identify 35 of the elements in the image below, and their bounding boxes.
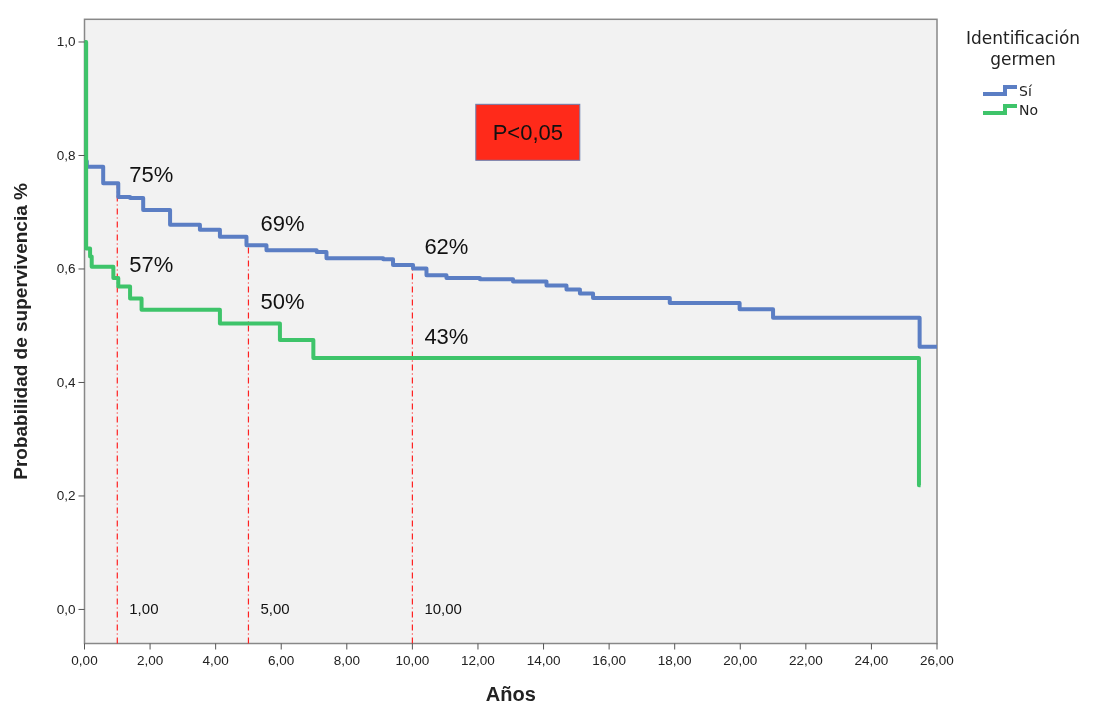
annotation: P<0,05 — [492, 119, 563, 145]
x-axis-title: Años — [485, 683, 536, 705]
x-tick-label: 18,00 — [657, 652, 692, 668]
annotation: 43% — [424, 323, 469, 349]
annotation: 69% — [260, 210, 305, 236]
legend-label: Sí — [1019, 83, 1033, 99]
y-tick-label: 0,0 — [56, 601, 76, 617]
x-tick-label: 4,00 — [202, 652, 229, 668]
x-tick-label: 12,00 — [461, 652, 495, 668]
annotation: 50% — [260, 288, 305, 314]
annotation: 62% — [424, 233, 469, 259]
x-tick-label: 16,00 — [592, 652, 627, 668]
x-tick-label: 14,00 — [526, 652, 561, 668]
ref-line-label: 5,00 — [260, 600, 290, 618]
x-tick-label: 10,00 — [395, 652, 430, 668]
legend-title: Identificación germen — [965, 28, 1081, 69]
legend-label: No — [1019, 102, 1039, 118]
x-tick-label: 0,00 — [71, 652, 98, 668]
x-tick-label: 22,00 — [788, 652, 823, 668]
y-tick-label: 0,4 — [56, 374, 76, 390]
x-tick-label: 2,00 — [136, 652, 164, 668]
annotation: 75% — [129, 162, 174, 188]
x-tick-label: 20,00 — [723, 652, 758, 668]
ref-line-label: 1,00 — [129, 600, 159, 618]
ref-line-label: 10,00 — [424, 600, 462, 618]
x-tick-label: 24,00 — [854, 652, 889, 668]
annotation: 57% — [129, 252, 174, 278]
y-tick-label: 1,0 — [56, 34, 76, 50]
y-tick-label: 0,8 — [56, 147, 76, 163]
x-tick-label: 26,00 — [920, 652, 954, 668]
y-axis-title: Probabilidad de supervivencia % — [10, 182, 31, 480]
x-tick-label: 8,00 — [333, 652, 360, 668]
y-tick-label: 0,6 — [56, 261, 76, 277]
y-tick-label: 0,2 — [56, 488, 76, 504]
x-tick-label: 6,00 — [268, 652, 295, 668]
